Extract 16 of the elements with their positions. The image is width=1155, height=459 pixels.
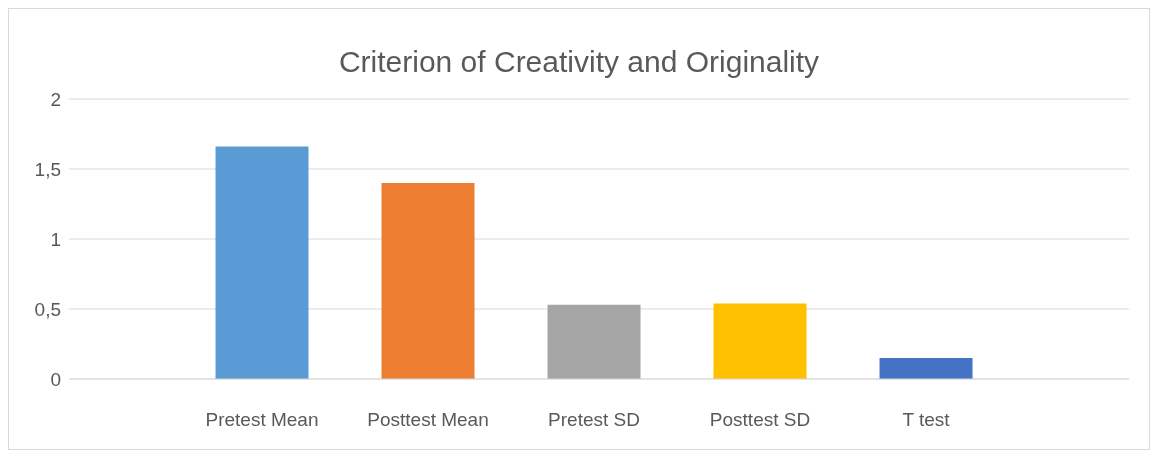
x-tick-label: Pretest Mean <box>205 409 319 431</box>
x-tick-label: Posttest Mean <box>367 409 489 431</box>
y-tick-label: 2 <box>50 88 61 110</box>
bar <box>713 303 807 379</box>
y-tick-label: 1,5 <box>34 158 61 180</box>
bar <box>879 358 973 379</box>
y-tick-label: 0,5 <box>34 298 61 320</box>
bar <box>381 183 475 379</box>
x-tick-label: Pretest SD <box>548 409 640 431</box>
y-tick-label: 0 <box>50 368 61 390</box>
bar <box>547 304 641 379</box>
x-tick-label: T test <box>902 409 951 431</box>
y-tick-label: 1 <box>50 228 61 250</box>
bar <box>215 146 309 379</box>
x-tick-label: Posttest SD <box>709 409 811 431</box>
chart-title: Criterion of Creativity and Originality <box>337 44 821 80</box>
